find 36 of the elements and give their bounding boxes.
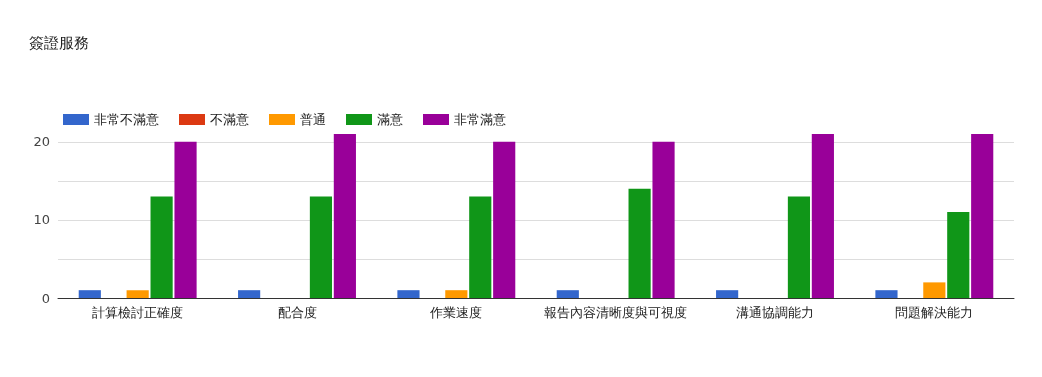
legend-label: 普通	[300, 112, 326, 127]
bar	[923, 282, 946, 298]
bar	[333, 134, 356, 298]
legend-label: 滿意	[377, 112, 403, 127]
y-tick-label: 0	[41, 290, 50, 306]
bar	[628, 188, 651, 298]
bar	[556, 290, 579, 298]
legend-label: 不滿意	[210, 112, 249, 127]
legend-label: 非常不滿意	[94, 112, 159, 127]
bar	[397, 290, 420, 298]
bar	[811, 134, 834, 298]
legend-label: 非常滿意	[454, 112, 506, 127]
bar	[716, 290, 739, 298]
y-tick-label: 10	[33, 212, 50, 228]
x-tick-label: 作業速度	[429, 305, 483, 320]
y-tick-label: 20	[33, 134, 50, 150]
bar	[174, 141, 197, 298]
bar	[787, 196, 811, 298]
bar	[493, 141, 516, 298]
bar	[875, 290, 898, 298]
bar	[652, 141, 675, 298]
bar	[947, 212, 970, 298]
x-tick-label: 報告內容清晰度與可視度	[544, 305, 688, 320]
x-tick-label: 計算檢討正確度	[92, 305, 184, 320]
x-tick-label: 配合度	[277, 305, 317, 320]
bar	[150, 196, 173, 298]
bar	[469, 196, 492, 298]
bar	[309, 196, 333, 298]
x-tick-label: 問題解決能力	[895, 305, 974, 320]
x-tick-label: 溝通協調能力	[736, 305, 814, 320]
bar	[238, 290, 261, 298]
chart-title: 簽證服務	[29, 33, 89, 52]
bar	[126, 290, 149, 298]
bar	[78, 290, 101, 298]
bar	[445, 290, 468, 298]
bar	[971, 134, 994, 298]
